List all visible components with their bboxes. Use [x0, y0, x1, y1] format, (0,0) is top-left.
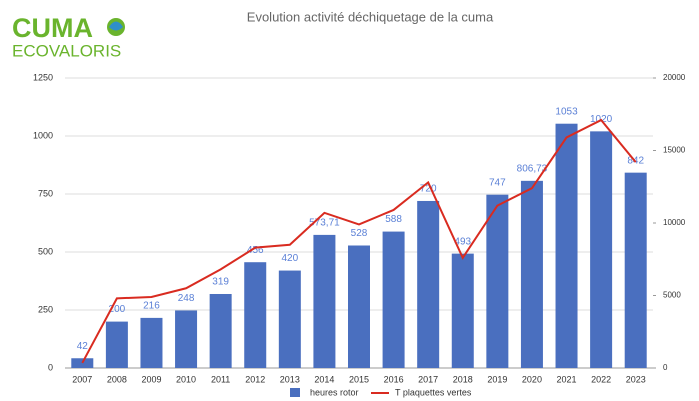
x-tick-label: 2018 — [453, 374, 473, 384]
x-tick-label: 2019 — [487, 374, 507, 384]
data-label: 528 — [351, 228, 368, 239]
bar — [624, 172, 647, 368]
y-tick-label: 750 — [38, 188, 53, 198]
legend-swatch — [290, 388, 300, 397]
y2-tick-label: 20000 — [663, 73, 686, 82]
data-label: 747 — [489, 177, 506, 188]
x-tick-label: 2012 — [245, 374, 265, 384]
y-tick-label: 1000 — [33, 130, 53, 140]
x-tick-label: 2020 — [522, 374, 542, 384]
x-tick-label: 2009 — [141, 374, 161, 384]
legend-label: T plaquettes vertes — [395, 387, 472, 397]
logo-icon — [109, 21, 123, 31]
bar — [520, 180, 543, 368]
x-tick-label: 2023 — [626, 374, 646, 384]
bar — [278, 270, 301, 368]
bar — [451, 253, 474, 368]
x-tick-label: 2015 — [349, 374, 369, 384]
x-tick-label: 2010 — [176, 374, 196, 384]
x-tick-label: 2011 — [211, 374, 230, 384]
y-tick-label: 250 — [38, 304, 53, 314]
bar — [348, 245, 370, 368]
x-tick-label: 2008 — [107, 374, 127, 384]
y-tick-label: 500 — [38, 246, 53, 256]
y-tick-label: 0 — [48, 362, 53, 372]
y2-tick-label: 10000 — [663, 218, 686, 227]
data-label: 493 — [454, 236, 471, 247]
x-tick-label: 2013 — [280, 374, 300, 384]
y2-tick-label: 15000 — [663, 146, 686, 155]
bar — [590, 131, 613, 368]
bar — [140, 317, 163, 368]
logo-text: ECOVALORIS — [12, 41, 121, 60]
bar — [71, 358, 94, 368]
data-label: 216 — [143, 301, 160, 312]
x-tick-label: 2021 — [557, 374, 577, 384]
x-tick-label: 2007 — [72, 374, 92, 384]
data-label: 248 — [178, 293, 195, 304]
data-label: 420 — [281, 253, 298, 264]
data-label: 588 — [385, 214, 402, 225]
line — [81, 118, 637, 364]
data-label: 200 — [109, 304, 126, 315]
data-label: 42 — [77, 341, 89, 352]
x-tick-label: 2016 — [384, 374, 404, 384]
chart-title: Evolution activité déchiquetage de la cu… — [247, 9, 494, 24]
y2-tick-label: 5000 — [663, 291, 681, 300]
data-label: 573,71 — [309, 218, 340, 229]
bar — [209, 293, 232, 368]
bar — [244, 262, 267, 368]
x-tick-label: 2017 — [418, 374, 438, 384]
bar — [486, 194, 509, 368]
legend-label: heures rotor — [310, 387, 359, 397]
y2-tick-label: 0 — [663, 363, 668, 372]
logo: CUMA ECOVALORIS — [12, 13, 125, 60]
bar — [175, 310, 198, 368]
bar — [382, 231, 405, 368]
y-tick-label: 1250 — [33, 72, 53, 82]
bar — [417, 200, 440, 368]
x-tick-label: 2022 — [591, 374, 611, 384]
bar — [555, 123, 578, 368]
data-label: 1053 — [555, 106, 578, 117]
bar — [313, 234, 336, 368]
logo-text: CUMA — [12, 13, 93, 43]
data-label: 456 — [247, 245, 264, 256]
data-label: 319 — [212, 277, 229, 288]
data-label: 806,73 — [517, 163, 548, 174]
x-tick-label: 2014 — [314, 374, 334, 384]
bar — [105, 321, 128, 368]
data-label: 720 — [420, 184, 437, 195]
